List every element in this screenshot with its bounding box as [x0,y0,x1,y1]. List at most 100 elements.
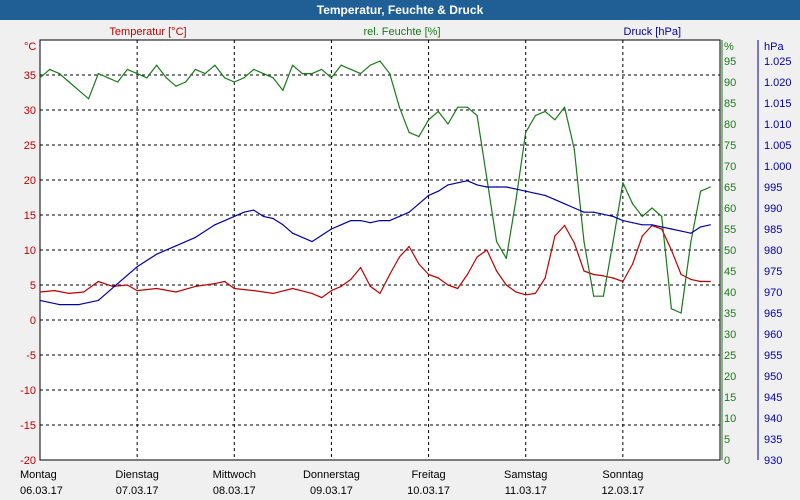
data-point-temperature [554,235,556,237]
data-point-humidity [165,77,167,79]
data-point-humidity [709,186,711,188]
series-layer [39,60,711,314]
humidity-tick-label: 50 [724,245,736,257]
humidity-tick-label: 80 [724,119,736,131]
data-point-pressure [262,215,265,217]
data-point-humidity [311,73,313,75]
data-point-pressure [408,211,410,213]
data-point-temperature [340,285,342,287]
temperature-axis-title: Temperatur [°C] [109,26,186,38]
humidity-unit-label: % [724,41,734,53]
pressure-tick-label: 1.015 [764,98,792,110]
data-point-humidity [58,73,61,75]
chart-title: Temperatur, Feuchte & Druck [0,0,800,20]
humidity-tick-label: 55 [724,224,736,236]
temperature-tick-label: -15 [20,420,36,432]
data-point-temperature [97,280,99,283]
data-point-pressure [486,186,488,188]
data-point-humidity [194,68,197,70]
pressure-tick-label: 995 [764,182,782,194]
data-point-pressure [622,220,624,222]
data-point-temperature [631,263,634,265]
data-point-humidity [612,241,614,243]
x-date-label: 08.03.17 [213,485,256,497]
pressure-tick-label: 930 [764,455,782,467]
data-point-humidity [49,68,51,70]
temperature-tick-label: -10 [20,385,36,397]
data-point-humidity [680,312,682,314]
data-point-pressure [117,283,119,285]
pressure-axis-title: Druck [hPa] [624,26,681,38]
data-point-temperature [476,256,478,258]
data-point-humidity [670,308,673,310]
pressure-tick-label: 1.025 [764,56,792,68]
pressure-tick-label: 940 [764,413,782,425]
data-point-humidity [622,182,624,184]
data-point-pressure [291,232,294,234]
humidity-tick-label: 15 [724,392,736,404]
data-point-humidity [690,241,692,243]
temperature-tick-label: 25 [24,140,36,152]
data-point-humidity [253,68,255,70]
data-point-humidity [398,106,401,108]
data-point-pressure [563,203,566,205]
x-day-label: Samstag [504,469,547,481]
data-point-humidity [651,207,653,209]
data-point-humidity [146,77,148,79]
data-point-pressure [554,199,556,201]
humidity-tick-label: 60 [724,203,736,215]
data-point-humidity [573,148,575,150]
data-point-temperature [53,290,56,292]
data-point-temperature [661,228,663,230]
humidity-tick-label: 95 [724,56,736,68]
temperature-tick-label: -5 [26,350,36,362]
data-point-temperature [699,280,702,283]
data-point-humidity [233,81,235,83]
data-point-humidity [486,178,488,180]
grid-lines [40,40,721,460]
data-point-humidity [641,215,643,217]
data-point-pressure [476,184,478,186]
humidity-tick-label: 90 [724,77,736,89]
data-point-pressure [631,222,634,224]
data-point-pressure [573,207,575,209]
data-point-temperature [136,290,138,292]
humidity-tick-label: 85 [724,98,736,110]
pressure-tick-label: 950 [764,371,782,383]
data-point-humidity [476,115,478,117]
data-point-temperature [175,291,177,293]
data-point-temperature [126,284,129,286]
data-point-pressure [350,220,352,222]
data-point-humidity [466,106,469,108]
pressure-tick-label: 985 [764,224,782,236]
data-point-temperature [602,275,605,277]
data-point-pressure [709,224,711,226]
data-point-humidity [534,115,537,117]
data-point-humidity [544,110,546,112]
data-point-temperature [593,273,595,276]
data-point-humidity [389,73,391,75]
x-date-label: 11.03.17 [505,485,547,497]
data-point-pressure [505,186,507,188]
humidity-tick-label: 10 [724,413,736,425]
data-point-humidity [107,77,109,79]
x-day-label: Montag [20,469,57,481]
data-point-pressure [690,232,692,234]
data-point-humidity [175,85,177,87]
data-point-temperature [291,287,294,290]
data-point-temperature [486,249,488,251]
data-point-pressure [544,194,546,196]
data-point-pressure [602,213,605,215]
data-point-humidity [301,73,303,75]
pressure-tick-label: 1.005 [764,140,792,152]
humidity-tick-label: 45 [724,266,736,278]
temperature-tick-label: 35 [24,70,36,82]
data-point-temperature [194,285,197,287]
data-point-humidity [223,77,226,79]
data-point-pressure [97,299,99,301]
data-point-pressure [699,226,702,228]
data-point-temperature [466,273,469,276]
data-point-humidity [379,60,381,62]
data-point-pressure [253,209,255,211]
data-point-temperature [680,273,682,276]
